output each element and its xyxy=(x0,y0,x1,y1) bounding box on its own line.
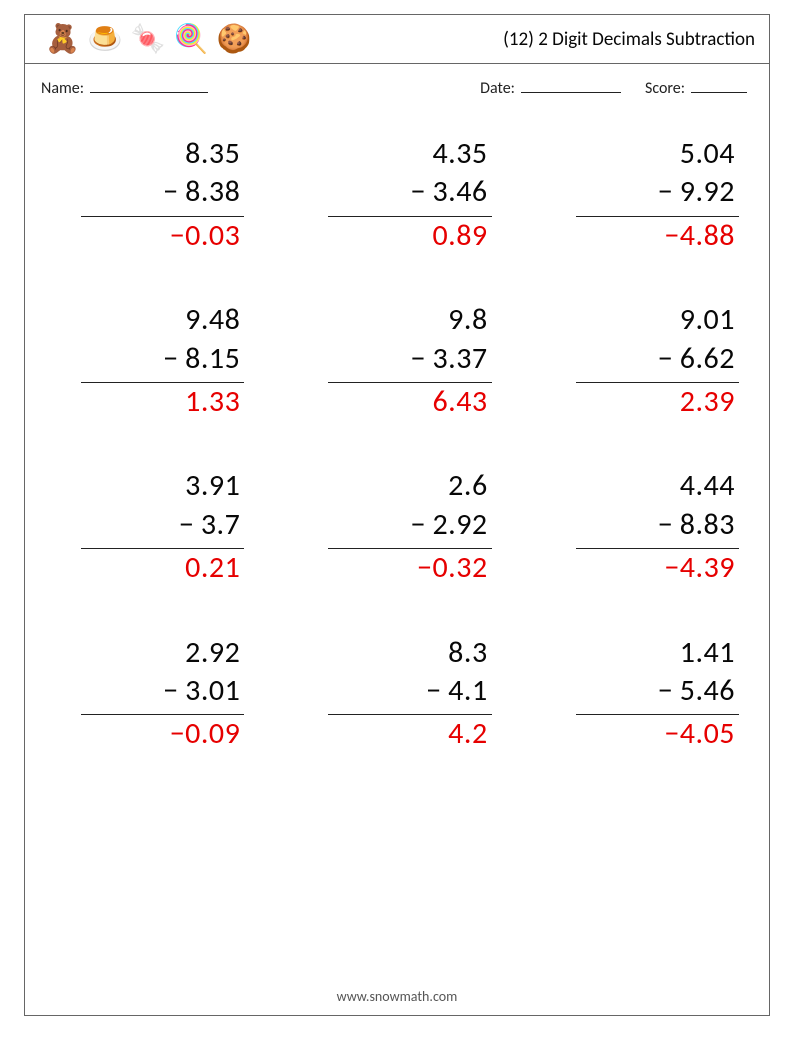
info-row: Name: Date: Score: xyxy=(25,64,769,98)
problem-answer: 2.39 xyxy=(576,383,739,421)
score-label: Score: xyxy=(645,79,685,98)
date-score-field: Date: Score: xyxy=(480,78,747,98)
problem-bottom: −2.92 xyxy=(328,506,491,544)
candy-icon: 🍬 xyxy=(131,25,166,53)
name-label: Name: xyxy=(41,79,84,98)
name-blank[interactable] xyxy=(90,78,208,93)
date-blank[interactable] xyxy=(521,78,621,93)
footer: www.snowmath.com xyxy=(25,988,769,1005)
score-blank[interactable] xyxy=(691,78,747,93)
problem-bottom: −8.38 xyxy=(81,173,244,211)
problem-bottom: −3.01 xyxy=(81,672,244,710)
problem-top: 2.6 xyxy=(328,467,491,505)
problem-top: 8.3 xyxy=(328,634,491,672)
worksheet-title: (12) 2 Digit Decimals Subtraction xyxy=(503,28,755,51)
problem-top: 5.04 xyxy=(576,135,739,173)
problem-top: 1.41 xyxy=(576,634,739,672)
teddy-icon: 🧸 xyxy=(45,25,80,53)
problem-answer: 0.21 xyxy=(81,549,244,587)
problem-top: 4.44 xyxy=(576,467,739,505)
header: 🧸 🍮 🍬 🍭 🍪 (12) 2 Digit Decimals Subtract… xyxy=(25,15,769,63)
problem-answer: 6.43 xyxy=(328,383,491,421)
problem-bottom: −8.15 xyxy=(81,340,244,378)
problem-answer: 1.33 xyxy=(81,383,244,421)
lollipop-icon: 🍭 xyxy=(174,25,209,53)
problem-answer: −4.88 xyxy=(576,217,739,255)
problem-12: 1.41−5.46 −4.05 xyxy=(576,634,739,754)
problem-grid: 8.35−8.38 −0.03 4.35−3.46 0.89 5.04−9.92 −4.8… xyxy=(81,135,739,754)
problem-11: 8.3−4.1 4.2 xyxy=(328,634,491,754)
problem-5: 9.8−3.37 6.43 xyxy=(328,301,491,421)
date-label: Date: xyxy=(480,79,515,98)
worksheet-page: 🧸 🍮 🍬 🍭 🍪 (12) 2 Digit Decimals Subtract… xyxy=(0,0,794,1053)
problem-answer: −0.09 xyxy=(81,715,244,753)
problem-bottom: −6.62 xyxy=(576,340,739,378)
problem-bottom: −4.1 xyxy=(328,672,491,710)
cookie-icon: 🍪 xyxy=(217,25,252,53)
name-field: Name: xyxy=(41,78,208,98)
problem-1: 8.35−8.38 −0.03 xyxy=(81,135,244,255)
problem-6: 9.01−6.62 2.39 xyxy=(576,301,739,421)
problem-2: 4.35−3.46 0.89 xyxy=(328,135,491,255)
header-icons: 🧸 🍮 🍬 🍭 🍪 xyxy=(45,25,251,53)
problem-9: 4.44−8.83 −4.39 xyxy=(576,467,739,587)
problem-bottom: −3.37 xyxy=(328,340,491,378)
problem-bottom: −3.46 xyxy=(328,173,491,211)
problem-8: 2.6−2.92 −0.32 xyxy=(328,467,491,587)
problem-top: 3.91 xyxy=(81,467,244,505)
problem-answer: −0.03 xyxy=(81,217,244,255)
problem-top: 8.35 xyxy=(81,135,244,173)
problem-10: 2.92−3.01 −0.09 xyxy=(81,634,244,754)
problem-answer: 4.2 xyxy=(328,715,491,753)
problem-answer: −4.39 xyxy=(576,549,739,587)
problem-top: 9.01 xyxy=(576,301,739,339)
problem-7: 3.91−3.7 0.21 xyxy=(81,467,244,587)
footer-url: www.snowmath.com xyxy=(337,988,458,1005)
problem-top: 9.48 xyxy=(81,301,244,339)
problem-top: 9.8 xyxy=(328,301,491,339)
problem-bottom: −8.83 xyxy=(576,506,739,544)
problem-3: 5.04−9.92 −4.88 xyxy=(576,135,739,255)
problem-bottom: −9.92 xyxy=(576,173,739,211)
problem-top: 2.92 xyxy=(81,634,244,672)
pudding-icon: 🍮 xyxy=(88,25,123,53)
problem-answer: 0.89 xyxy=(328,217,491,255)
worksheet-frame: 🧸 🍮 🍬 🍭 🍪 (12) 2 Digit Decimals Subtract… xyxy=(24,14,770,1016)
problem-answer: −4.05 xyxy=(576,715,739,753)
problem-bottom: −3.7 xyxy=(81,506,244,544)
problem-answer: −0.32 xyxy=(328,549,491,587)
problem-4: 9.48−8.15 1.33 xyxy=(81,301,244,421)
problem-bottom: −5.46 xyxy=(576,672,739,710)
problem-top: 4.35 xyxy=(328,135,491,173)
